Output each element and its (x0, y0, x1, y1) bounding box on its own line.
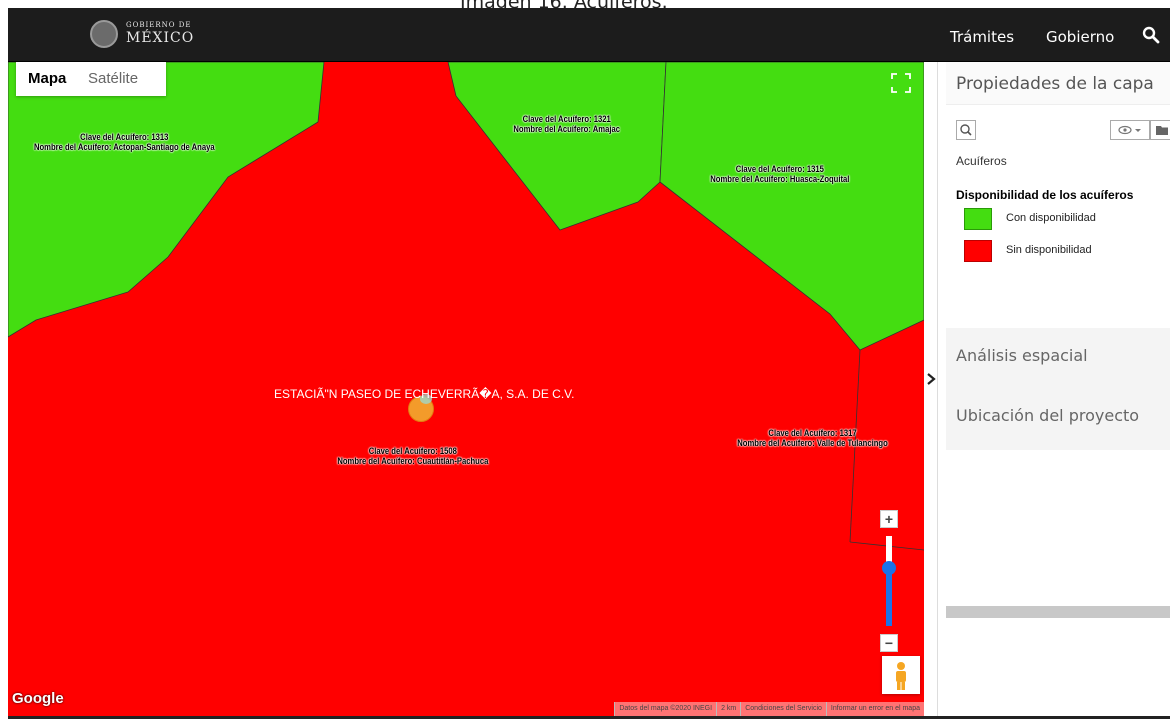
nav-gobierno[interactable]: Gobierno (1046, 28, 1115, 46)
eye-icon (1118, 125, 1141, 135)
legend-label-sin-disponibilidad: Sin disponibilidad (1006, 244, 1092, 256)
aquifer-polygon-1321 (447, 62, 667, 231)
zoom-slider-fill (886, 568, 892, 626)
legend-title: Disponibilidad de los acuíferos (956, 188, 1134, 202)
zoom-slider[interactable] (882, 536, 896, 626)
brand-line1: GOBIERNO DE (126, 21, 192, 29)
caption-strip: Imagen 16. Acuíferos. (0, 0, 1170, 13)
zoom-control: + − (876, 510, 902, 652)
zoom-slider-handle[interactable] (882, 561, 896, 576)
map-type-satelite-button[interactable]: Satélite (88, 70, 139, 87)
folder-button[interactable] (1150, 120, 1170, 140)
map-type-mapa-button[interactable]: Mapa (28, 70, 67, 87)
map-scale-label[interactable]: 2 km (716, 702, 740, 716)
project-marker-highlight (420, 394, 432, 404)
aquifer-1315-nombre: Nombre del Acuífero: Huasca-Zoquital (710, 174, 850, 184)
aquifer-label-1321: Clave del Acuífero: 1321 Nombre del Acuí… (513, 114, 620, 134)
layer-properties-panel: Propiedades de la capa Acuíferos Disponi… (938, 62, 1170, 716)
zoom-in-button[interactable]: + (880, 510, 898, 528)
fullscreen-icon[interactable] (886, 68, 916, 98)
folder-icon (1156, 126, 1168, 135)
layer-name: Acuíferos (956, 154, 1007, 168)
aquifer-polygon-1315 (659, 62, 924, 351)
aquifer-1321-clave: Clave del Acuífero: 1321 (522, 114, 611, 124)
report-error-link[interactable]: Informar un error en el mapa (825, 702, 924, 716)
panel-horizontal-scrollbar[interactable] (946, 606, 1170, 618)
aquifer-boundary-1317 (849, 349, 861, 543)
aquifer-1321-nombre: Nombre del Acuífero: Amajac (513, 124, 620, 134)
google-logo[interactable]: Google (12, 690, 64, 707)
layer-search-button[interactable] (956, 120, 976, 140)
top-navbar: GOBIERNO DE MÉXICO Trámites Gobierno (8, 8, 1170, 62)
zoom-out-button[interactable]: − (880, 634, 898, 652)
section-analisis-espacial-label: Análisis espacial (956, 346, 1088, 365)
map-type-control: Mapa Satélite (16, 62, 166, 96)
panel-toggle-strip[interactable] (924, 62, 938, 716)
aquifer-label-1317: Clave del Acuífero: 1317 Nombre del Acuí… (737, 428, 887, 448)
legend-swatch-sin-disponibilidad (964, 240, 992, 262)
section-analisis-espacial[interactable]: Análisis espacial (946, 328, 1170, 388)
aquifer-1315-clave: Clave del Acuífero: 1315 (735, 164, 824, 174)
nav-tramites[interactable]: Trámites (950, 28, 1015, 46)
bottom-bar (8, 716, 1170, 719)
gobierno-seal-icon (90, 20, 118, 48)
aquifer-label-1508: Clave del Acuífero: 1508 Nombre del Acuí… (337, 446, 488, 466)
legend-swatch-con-disponibilidad (964, 208, 992, 230)
terms-link[interactable]: Condiciones del Servicio (740, 702, 826, 716)
aquifer-label-1315: Clave del Acuífero: 1315 Nombre del Acuí… (710, 164, 849, 184)
panel-header: Propiedades de la capa (946, 62, 1170, 105)
map-data-attribution: Datos del mapa ©2020 INEGI (614, 702, 716, 716)
aquifer-label-1313: Clave del Acuífero: 1313 Nombre del Acuí… (34, 132, 215, 152)
aquifer-polygons (8, 62, 924, 551)
chevron-right-icon[interactable] (926, 372, 936, 386)
brand-logo[interactable]: GOBIERNO DE MÉXICO (126, 21, 195, 46)
legend-label-con-disponibilidad: Con disponibilidad (1006, 212, 1096, 224)
aquifer-1508-nombre: Nombre del Acuífero: Cuautitlán-Pachuca (337, 456, 489, 466)
station-label: ESTACIÃ"N PASEO DE ECHEVERRÃ�A, S.A. DE … (274, 387, 575, 401)
pegman-icon (896, 662, 906, 690)
aquifer-polygon-1313 (8, 62, 325, 338)
search-icon (960, 124, 972, 136)
search-icon[interactable] (1142, 26, 1160, 44)
brand-line2: MÉXICO (126, 30, 195, 46)
panel-title: Propiedades de la capa (956, 74, 1154, 94)
section-ubicacion-proyecto[interactable]: Ubicación del proyecto (946, 388, 1170, 450)
aquifer-1317-clave: Clave del Acuífero: 1317 (768, 428, 857, 438)
map-attribution-bar: Datos del mapa ©2020 INEGI 2 km Condicio… (614, 702, 924, 716)
visibility-dropdown-button[interactable] (1110, 120, 1150, 140)
aquifer-1317-nombre: Nombre del Acuífero: Valle de Tulancingo (737, 438, 888, 448)
street-view-pegman-button[interactable] (882, 656, 920, 694)
map-canvas[interactable]: Mapa Satélite Clave del Acuífero: 1313 N… (8, 62, 924, 716)
aquifer-1313-clave: Clave del Acuífero: 1313 (80, 132, 169, 142)
aquifer-1313-nombre: Nombre del Acuífero: Actopan-Santiago de… (33, 142, 215, 152)
section-ubicacion-proyecto-label: Ubicación del proyecto (956, 406, 1140, 425)
aquifer-1508-clave: Clave del Acuífero: 1508 (368, 446, 457, 456)
